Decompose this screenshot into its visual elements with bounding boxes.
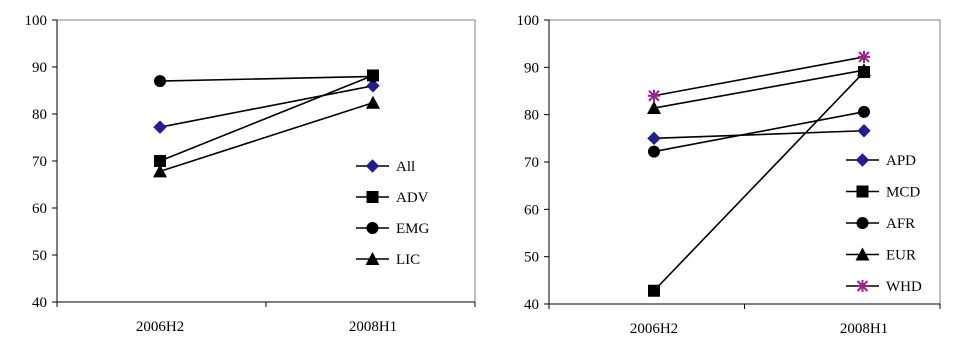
legend-marker-adv <box>366 191 379 203</box>
point-apd <box>647 131 661 146</box>
y-tick-label: 40 <box>32 295 47 311</box>
point-eur <box>857 63 871 77</box>
point-eur <box>647 101 661 115</box>
point-whd <box>648 89 660 102</box>
legend-marker-mcd <box>856 185 869 198</box>
series-line-whd <box>653 56 865 97</box>
point-apd <box>857 124 871 138</box>
point-afr <box>858 105 870 118</box>
y-tick-label: 100 <box>25 13 48 29</box>
point-all <box>366 79 380 93</box>
series-line-mcd <box>653 71 865 292</box>
series-line-lic <box>159 101 374 173</box>
legend-marker-lic <box>365 252 380 265</box>
point-all <box>153 120 167 134</box>
legend-marker-whd <box>856 280 869 292</box>
x-tick-label: 2008H1 <box>349 319 397 335</box>
legend-label-mcd: MCD <box>886 185 920 201</box>
legend-label-afr: AFR <box>886 216 915 232</box>
series-line-all <box>159 85 374 128</box>
series-line-adv <box>159 74 374 162</box>
series-line-afr <box>653 111 865 153</box>
point-emg <box>367 70 379 83</box>
legend-marker-emg <box>366 222 379 234</box>
y-tick-label: 90 <box>524 60 539 76</box>
series-line-emg <box>159 75 374 82</box>
chart-1: 40 50 60 70 80 90 100 2006H2 2008H1 All ADV EMG LIC <box>25 13 476 335</box>
legend-label-eur: EUR <box>886 248 916 264</box>
legend-label-adv: ADV <box>396 190 429 206</box>
point-lic <box>366 95 380 109</box>
legend-marker-eur <box>855 247 870 261</box>
chart-2: 40 50 60 70 80 90 100 2006H2 2008H1 APD MCD AFR EUR W… <box>517 13 941 337</box>
point-lic <box>153 164 167 178</box>
x-tick-label: 2006H2 <box>136 319 184 335</box>
y-tick-label: 40 <box>524 297 539 313</box>
point-whd <box>858 50 870 63</box>
x-tick-label: 2008H1 <box>840 321 888 337</box>
legend-label-emg: EMG <box>396 221 430 237</box>
legend-label-apd: APD <box>886 153 916 169</box>
legend: APD MCD AFR EUR WHD <box>846 153 922 295</box>
series-line-eur <box>653 69 865 109</box>
point-afr <box>648 145 660 158</box>
x-tick-label: 2006H2 <box>630 321 678 337</box>
y-tick-label: 90 <box>32 60 47 76</box>
legend-marker-all <box>365 159 380 173</box>
legend-label-whd: WHD <box>886 279 922 295</box>
y-tick-label: 80 <box>32 107 47 123</box>
legend-marker-afr <box>856 217 869 229</box>
y-tick-label: 100 <box>517 13 540 29</box>
point-emg <box>154 75 166 88</box>
legend-label-all: All <box>396 159 415 175</box>
point-adv <box>154 155 166 167</box>
point-mcd <box>648 284 660 297</box>
series-line-apd <box>653 129 865 140</box>
legend-marker-apd <box>855 153 870 167</box>
plot-area-frame <box>548 19 941 305</box>
legend: All ADV EMG LIC <box>356 159 430 268</box>
y-tick-label: 80 <box>524 108 539 124</box>
y-tick-label: 50 <box>32 248 47 264</box>
y-tick-label: 60 <box>32 201 47 217</box>
y-tick-label: 70 <box>524 155 539 171</box>
y-tick-label: 70 <box>32 154 47 170</box>
y-tick-label: 50 <box>524 250 539 266</box>
y-tick-label: 60 <box>524 202 539 218</box>
legend-label-lic: LIC <box>396 252 420 268</box>
